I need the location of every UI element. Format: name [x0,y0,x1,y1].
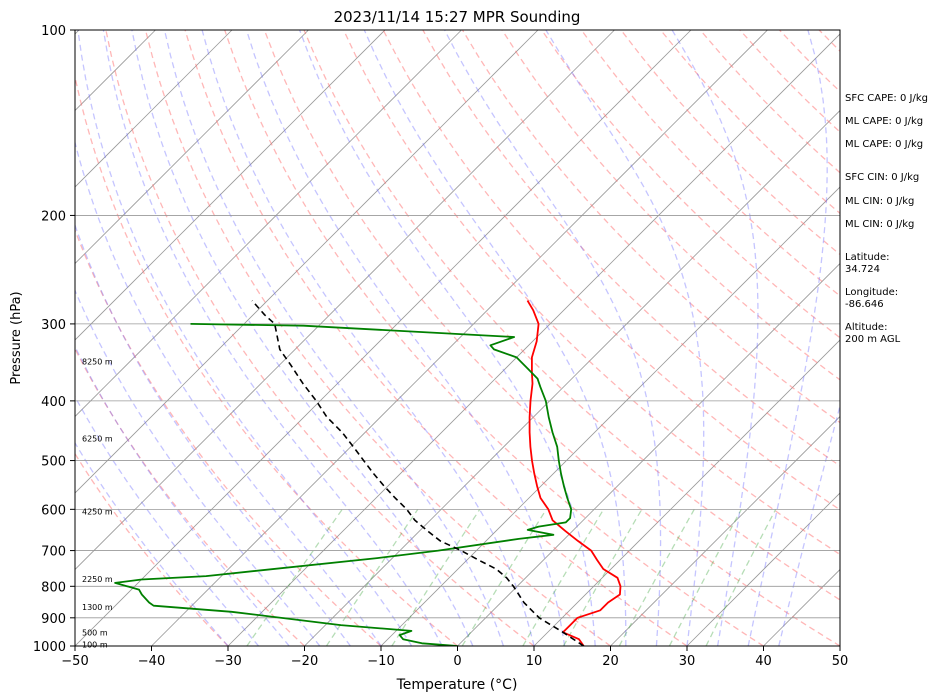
isotherm-line [533,339,840,646]
y-tick-label: 100 [41,24,66,39]
moist-adiabat-line [201,30,535,646]
x-tick-label: 10 [526,654,543,669]
plot-frame [74,29,841,647]
isotherm-line [75,30,692,646]
x-tick-label: 50 [832,654,849,669]
y-tick-label: 800 [41,580,66,595]
y-tick-label: 600 [41,503,66,518]
profile-line-2 [251,300,585,646]
x-tick-label: −10 [367,654,394,669]
y-tick-label: 900 [41,612,66,627]
dry-adiabat-line [144,30,611,646]
altitude-label: Altitude: 200 m AGL [845,322,901,345]
isotherm-line [0,30,3,646]
mixing-ratio-line [461,508,547,646]
ml-cin-label: ML CIN: 0 J/kg [845,196,915,207]
dry-adiabat-line [422,30,840,467]
dry-adiabat-line [75,228,382,646]
mixing-ratio-line [522,508,605,646]
x-tick-label: 40 [755,654,772,669]
moist-adiabat-line [363,30,627,646]
dry-adiabat-line [75,74,458,646]
y-tick-label: 700 [41,545,66,560]
isotherm-line [151,30,768,646]
x-tick-label: −20 [291,654,318,669]
moist-adiabat-line [102,30,443,646]
dry-adiabat-line [224,30,764,646]
isotherm-line [457,262,840,646]
profile-line-1 [114,323,573,646]
moist-adiabat-line [298,30,596,646]
moist-adiabat-line [778,403,840,646]
sfc-cin-label: SFC CIN: 0 J/kg [845,172,920,183]
x-tick-label: −40 [138,654,165,669]
isotherm-line [75,30,386,341]
mixing-ratio-line [618,508,695,646]
x-tick-label: 30 [679,654,696,669]
longitude-label: Longitude: -86.646 [845,287,899,310]
y-axis-label: Pressure (hPa) [9,291,24,384]
moist-adiabat-line [747,30,828,646]
dry-adiabat-line [382,30,840,511]
moist-adiabat-line [75,395,260,646]
moist-adiabat-line [77,30,413,646]
mixing-ratio-line [705,509,777,646]
moist-adiabat-line [444,30,662,646]
dry-adiabat-line [303,30,840,601]
y-tick-label: 500 [41,455,66,470]
mixing-ratio-line [668,509,742,646]
isotherm-line [75,30,462,418]
chart-title: 2023/11/14 15:27 MPR Sounding [334,8,581,26]
x-tick-label: 20 [602,654,619,669]
profile-line-0 [526,300,622,646]
height-label: 100 m [82,641,108,650]
isotherm-line [75,30,233,188]
y-tick-label: 300 [41,318,66,333]
isotherm-line [75,30,539,494]
latitude-label: Latitude: 34.724 [845,252,890,275]
dry-adiabat-line [580,30,840,297]
isotherm-line [304,109,840,646]
dry-adiabat-line [105,30,535,646]
moist-adiabat-line [245,30,566,646]
x-tick-label: −30 [214,654,241,669]
ml-cape-label: ML CAPE: 0 J/kg [845,116,924,127]
dry-adiabat-line [75,347,305,646]
x-axis-label: Temperature (°C) [396,677,518,693]
y-tick-label: 1000 [33,640,66,655]
moist-adiabat-line [545,30,705,646]
y-tick-label: 200 [41,209,66,224]
isotherm-line [227,33,840,646]
isotherm-line [75,30,615,571]
ml-cin-label-2: ML CIN: 0 J/kg [845,219,915,230]
height-label: 6250 m [82,434,113,443]
moist-adiabat-line [75,223,351,646]
sfc-cape-label: SFC CAPE: 0 J/kg [845,93,928,104]
isotherm-line [610,415,840,646]
isotherm-line [75,30,309,265]
x-tick-label: −50 [61,654,88,669]
y-tick-label: 400 [41,395,66,410]
height-label: 1300 m [82,603,113,612]
height-label: 2250 m [82,575,113,584]
height-label: 4250 m [82,508,113,517]
mixing-ratio-line [246,508,343,646]
dry-adiabat-line [75,452,229,646]
x-tick-label: 0 [453,654,461,669]
moist-adiabat-line [75,441,229,646]
moist-adiabat-line [75,140,382,646]
moist-adiabat-line [671,30,759,646]
dry-adiabat-line [343,30,840,556]
ml-cape-label-2: ML CAPE: 0 J/kg [845,139,924,150]
height-label: 500 m [82,628,108,637]
dry-adiabat-line [263,30,840,646]
moist-adiabat-line [163,30,505,646]
moist-adiabat-line [131,30,474,646]
height-label: 8250 m [82,357,113,366]
mixing-ratio-line [562,508,643,646]
dry-adiabat-line [184,30,688,646]
isotherm-line [686,492,840,646]
